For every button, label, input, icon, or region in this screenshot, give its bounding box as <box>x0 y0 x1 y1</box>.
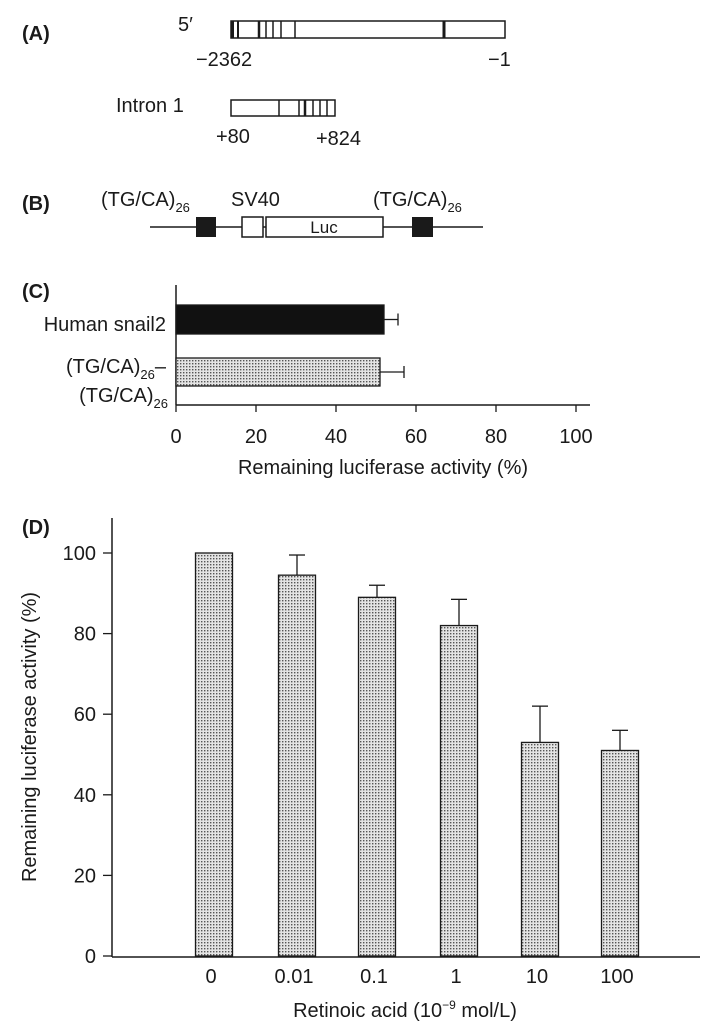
promoter-end-label: −1 <box>488 49 511 71</box>
d-x-tick-label: 0.1 <box>360 966 388 988</box>
d-x-tick-label: 0.01 <box>275 966 314 988</box>
c-category-label: (TG/CA)26 <box>79 385 168 411</box>
c-category-label-sub: 26 <box>154 396 168 411</box>
luc-label: Luc <box>310 218 338 237</box>
d-y-tick-label: 100 <box>63 543 96 565</box>
d-y-tick-label: 80 <box>74 624 96 646</box>
d-y-tick-label: 0 <box>85 946 96 968</box>
panel-d: (D) 0 20 40 60 80 100 0 0.01 0.1 1 10 100 Remainin… <box>19 517 700 1022</box>
d-x-axis-title: Retinoic acid (10−9 mol/L) <box>293 998 517 1022</box>
panel-b-label: (B) <box>22 193 50 215</box>
promoter-box <box>230 20 506 39</box>
element-marker <box>231 21 234 38</box>
c-x-tick-label: 20 <box>245 426 267 448</box>
d-bar <box>520 741 560 957</box>
d-x-tick-label: 0 <box>205 966 216 988</box>
c-category-label-part: – <box>155 356 167 378</box>
d-y-tick-label: 60 <box>74 704 96 726</box>
right-repeat-base: (TG/CA) <box>373 189 447 211</box>
promoter-region-diagram <box>230 20 506 39</box>
d-bar <box>357 596 397 957</box>
c-category-label-sub: 26 <box>140 367 154 382</box>
d-x-axis-title-part: mol/L) <box>456 1000 517 1022</box>
panel-d-label: (D) <box>22 517 50 539</box>
d-x-axis-title-part: Retinoic acid (10 <box>293 1000 442 1022</box>
d-x-tick-label: 100 <box>600 966 633 988</box>
left-repeat-block <box>196 217 216 237</box>
panel-a: (A) 5′ −2362 −1 Intron 1 +80 +824 <box>22 14 511 150</box>
d-x-axis-title-superscript: −9 <box>442 998 456 1012</box>
c-x-tick-label: 0 <box>170 426 181 448</box>
d-bar <box>277 574 317 957</box>
d-x-tick-label: 10 <box>526 966 548 988</box>
sv40-box <box>241 216 264 238</box>
d-x-ticks: 0 0.01 0.1 1 10 100 <box>205 966 633 988</box>
right-repeat-subscript: 26 <box>447 200 461 215</box>
panel-c-label: (C) <box>22 281 50 303</box>
right-repeat-block <box>412 217 433 237</box>
d-y-tick-label: 20 <box>74 865 96 887</box>
c-x-tick-label: 40 <box>325 426 347 448</box>
c-x-axis-title: Remaining luciferase activity (%) <box>238 457 528 479</box>
intron-box <box>230 99 336 117</box>
left-repeat-base: (TG/CA) <box>101 189 175 211</box>
left-repeat-label: (TG/CA)26 <box>101 189 190 215</box>
intron-region-diagram <box>230 99 336 117</box>
right-repeat-label: (TG/CA)26 <box>373 189 462 215</box>
c-bar <box>175 357 381 387</box>
sv40-label: SV40 <box>231 189 280 211</box>
five-prime-label: 5′ <box>178 14 193 36</box>
left-repeat-subscript: 26 <box>175 200 189 215</box>
c-x-ticks: 0 20 40 60 80 100 <box>170 405 593 448</box>
d-bars <box>194 552 640 957</box>
c-bars <box>175 304 405 387</box>
c-category-label-part: (TG/CA) <box>66 356 140 378</box>
c-x-tick-label: 60 <box>405 426 427 448</box>
luc-box <box>265 216 384 238</box>
construct-diagram: Luc <box>150 216 483 238</box>
intron-end-label: +824 <box>316 128 361 150</box>
d-bar <box>600 749 640 957</box>
panel-a-label: (A) <box>22 23 50 45</box>
intron-start-label: +80 <box>216 126 250 148</box>
intron-label: Intron 1 <box>116 95 184 117</box>
c-category-label-part: (TG/CA) <box>79 385 153 407</box>
d-bar <box>194 552 234 957</box>
c-category-label: Human snail2 <box>44 314 166 336</box>
d-bar <box>439 624 479 957</box>
d-y-ticks: 0 20 40 60 80 100 <box>63 543 112 968</box>
c-bar <box>175 304 385 335</box>
c-category-label: (TG/CA)26– <box>66 356 167 382</box>
d-y-axis-title: Remaining luciferase activity (%) <box>19 592 41 882</box>
c-x-tick-label: 80 <box>485 426 507 448</box>
d-y-tick-label: 40 <box>74 785 96 807</box>
panel-b: (B) (TG/CA)26 SV40 (TG/CA)26 Luc <box>22 189 483 238</box>
d-x-tick-label: 1 <box>450 966 461 988</box>
promoter-start-label: −2362 <box>196 49 252 71</box>
c-x-tick-label: 100 <box>559 426 592 448</box>
